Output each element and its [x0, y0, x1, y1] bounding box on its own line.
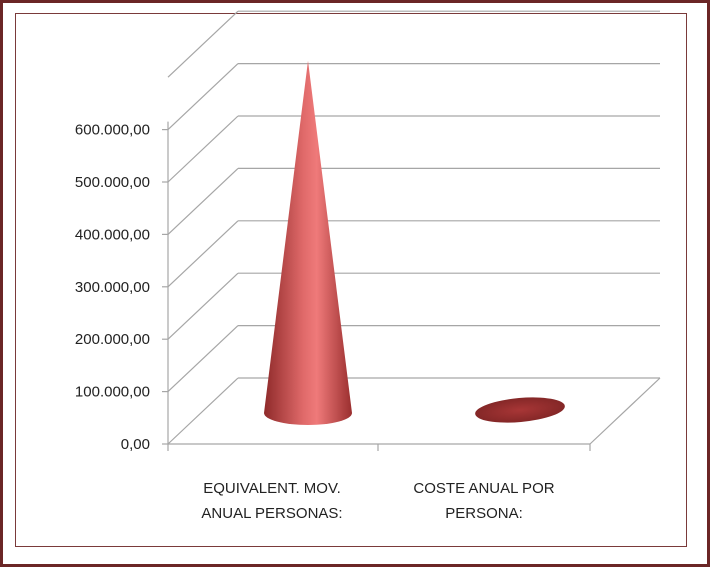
y-tick-label: 600.000,00	[75, 122, 150, 139]
y-tick-label: 500.000,00	[75, 174, 150, 191]
category-label: COSTE ANUAL POR	[413, 480, 554, 497]
y-tick-label: 300.000,00	[75, 279, 150, 296]
y-tick-label: 200.000,00	[75, 331, 150, 348]
gridline-side	[167, 325, 239, 393]
category-label: ANUAL PERSONAS:	[201, 505, 342, 522]
floor-right-edge	[589, 377, 661, 445]
y-tick-label: 100.000,00	[75, 384, 150, 401]
cone-bar	[264, 60, 352, 425]
gridline-side	[167, 10, 239, 78]
y-tick-label: 400.000,00	[75, 226, 150, 243]
gridline-side	[167, 167, 239, 235]
category-label: EQUIVALENT. MOV.	[203, 480, 341, 497]
gridline-side	[167, 377, 239, 445]
y-tick-label: 0,00	[121, 436, 150, 453]
cone-bar-base	[475, 397, 565, 423]
gridline-side	[167, 63, 239, 131]
gridline-side	[167, 272, 239, 340]
chart-area	[15, 13, 687, 547]
gridline-side	[167, 115, 239, 183]
category-label: PERSONA:	[445, 505, 523, 522]
gridline-side	[167, 220, 239, 288]
